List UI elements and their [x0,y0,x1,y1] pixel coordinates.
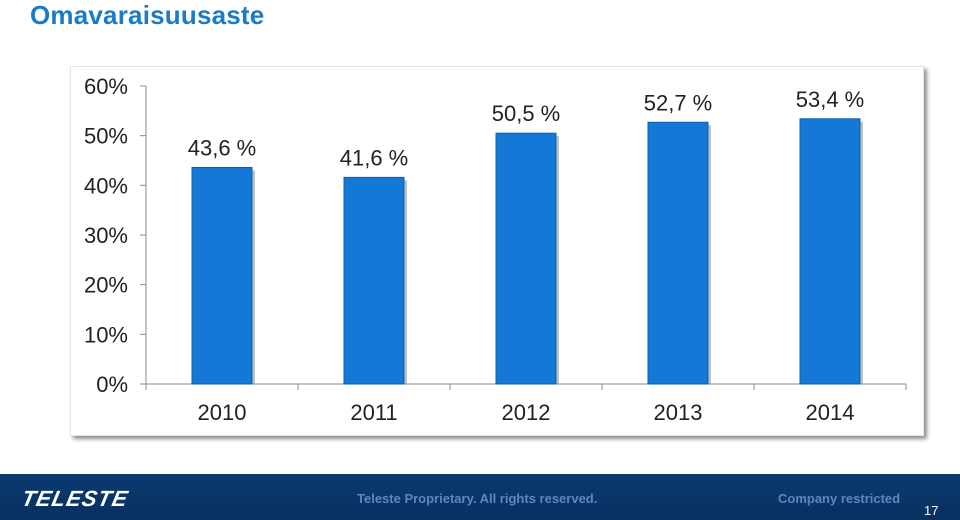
data-label: 43,6 % [188,135,257,160]
page-title: Omavaraisuusaste [30,0,265,30]
y-tick-label: 20% [84,273,128,298]
data-label: 52,7 % [644,90,713,115]
x-tick-label: 2014 [806,400,855,425]
page-number: 17 [924,503,939,518]
bar-chart: 0%10%20%30%40%50%60% 2010 2011 2012 2013 201… [84,74,907,425]
y-tick-label: 60% [84,74,128,99]
bar [799,118,861,385]
x-tick-label: 2011 [350,400,397,425]
x-tick-label: 2013 [654,400,703,425]
y-tick-label: 40% [84,173,128,198]
x-tick-label: 2012 [502,400,551,425]
x-axis: 2010 2011 2012 2013 2014 [145,383,907,425]
data-label: 50,5 % [492,101,561,126]
data-label: 53,4 % [796,87,865,112]
y-tick-label: 50% [84,124,128,149]
footer-bar: TELESTE Teleste Proprietary. All rights … [0,474,960,520]
bar [191,166,253,385]
bars: 43,6 % 41,6 % 50,5 % 52,7 % 53,4 % [188,87,865,385]
bar [495,132,557,385]
y-axis: 0% 10% 20% 30% 40% 50% 60% [84,74,147,397]
bar [343,176,405,385]
data-label: 41,6 % [340,145,409,170]
bar [647,121,709,385]
y-tick-label: 0% [96,372,128,397]
proprietary-notice: Teleste Proprietary. All rights reserved… [357,491,598,506]
teleste-logo: TELESTE [19,486,131,511]
y-tick-label: 10% [84,322,128,347]
classification-label: Company restricted [778,491,901,506]
x-tick-label: 2010 [198,400,247,425]
y-tick-label: 30% [84,223,128,248]
